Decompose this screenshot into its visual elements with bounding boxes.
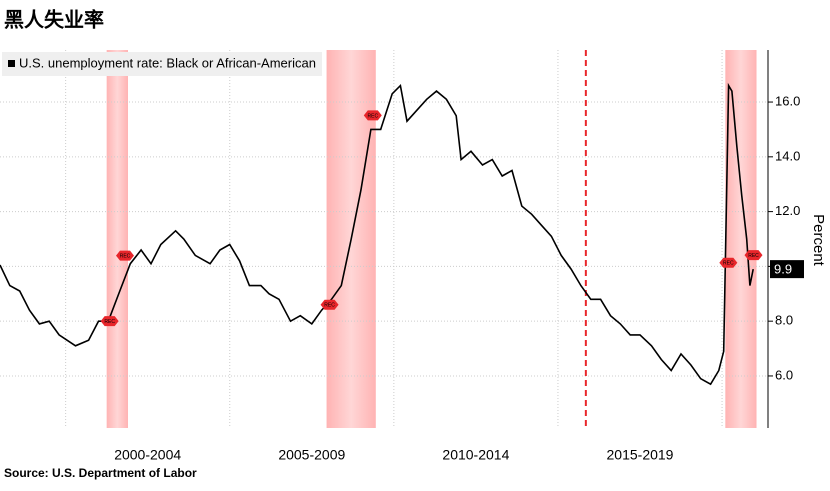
x-tick-label: 2015-2019 bbox=[607, 447, 674, 463]
y-tick-label: 16.0 bbox=[775, 93, 800, 108]
rec-badge-label: REC bbox=[748, 253, 759, 259]
y-tick-label: 12.0 bbox=[775, 203, 800, 218]
rec-badge-label: REC bbox=[324, 303, 335, 309]
recession-band bbox=[725, 50, 757, 428]
rec-badge bbox=[320, 299, 339, 310]
last-value-label: 9.9 bbox=[774, 262, 792, 277]
legend-label: U.S. unemployment rate: Black or African… bbox=[19, 55, 316, 70]
y-tick-label: 8.0 bbox=[775, 313, 793, 328]
y-tick-label: 14.0 bbox=[775, 148, 800, 163]
x-tick-label: 2000-2004 bbox=[114, 447, 181, 463]
legend-swatch bbox=[8, 60, 15, 67]
line bbox=[0, 82, 754, 386]
rec-badge bbox=[744, 250, 763, 261]
rec-badge bbox=[719, 257, 738, 268]
y-tick-label: 6.0 bbox=[775, 367, 793, 382]
chart-title: 黑人失业率 bbox=[4, 7, 104, 31]
last-value-box bbox=[770, 260, 804, 279]
rec-badge bbox=[100, 316, 119, 327]
recession-band bbox=[106, 50, 128, 428]
rec-badge-label: REC bbox=[104, 319, 115, 325]
rec-badge bbox=[116, 250, 134, 261]
source: Source: U.S. Department of Labor bbox=[4, 466, 197, 480]
rec-badge-label: REC bbox=[723, 261, 734, 267]
x-tick-label: 2010-2014 bbox=[442, 447, 509, 463]
legend-box bbox=[2, 52, 322, 76]
y-axis-label: Percent bbox=[810, 214, 827, 267]
rec-badge bbox=[363, 110, 382, 121]
rec-badge-label: REC bbox=[368, 113, 379, 119]
rec-badge-label: REC bbox=[120, 253, 131, 259]
x-tick-label: 2005-2009 bbox=[278, 447, 345, 463]
